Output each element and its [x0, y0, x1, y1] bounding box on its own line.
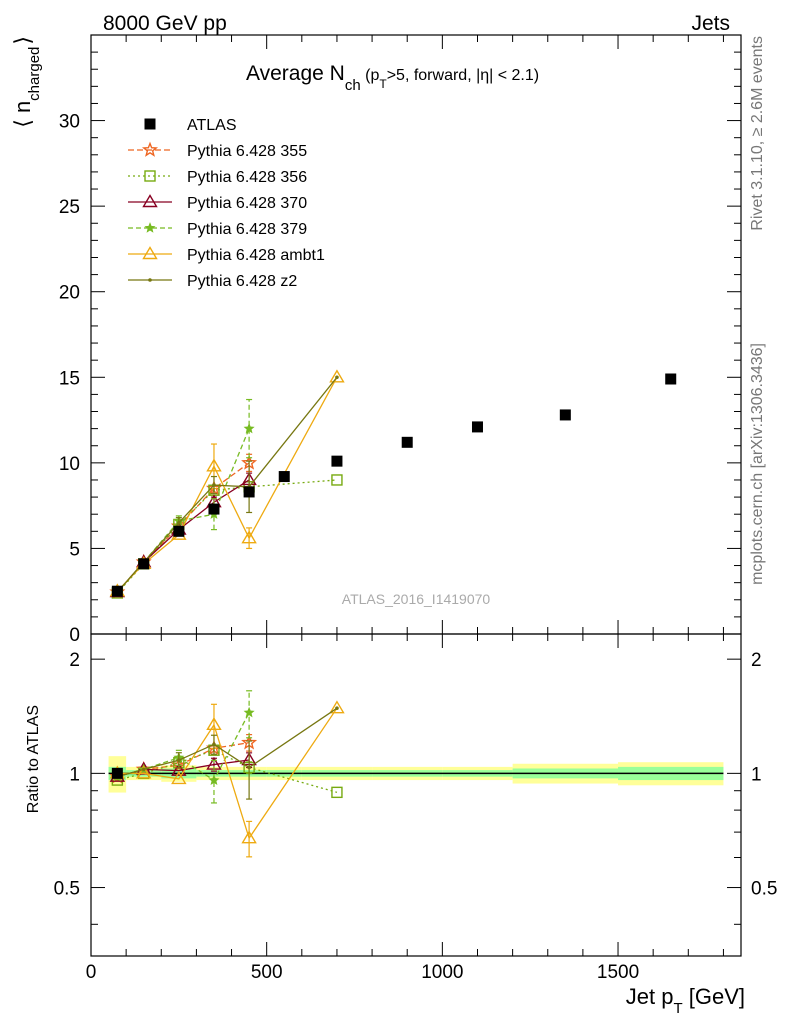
legend-marker-ambt1 [142, 246, 158, 260]
series-line-ambt1 [116, 376, 338, 592]
rivet-side-label: Rivet 3.1.10, ≥ 2.6M events [749, 36, 766, 231]
ratio-point-ambt1 [206, 716, 222, 731]
ratio-line-p356 [117, 749, 338, 793]
main-y-tick-label: 25 [59, 197, 80, 218]
atlas-data-point [243, 486, 255, 498]
x-tick-label: 0 [86, 962, 97, 983]
ratio-y-tick-label-left: 2 [69, 650, 80, 671]
main-y-tick-label: 0 [69, 625, 80, 646]
atlas-data-point [278, 471, 290, 483]
title-cond-sub: T [379, 77, 387, 91]
main-y-axis-label: ⟨ ncharged ⟩ [10, 36, 43, 128]
analysis-watermark: ATLAS_2016_I1419070 [342, 591, 491, 607]
ratio-y-tick-label-left: 1 [69, 764, 80, 785]
series-point-z2 [212, 483, 216, 487]
atlas-data-point [138, 558, 150, 570]
ratio-point-z2 [212, 742, 216, 747]
ratio-band-group [108, 756, 724, 793]
atlas-data-point [331, 455, 343, 467]
ratio-y-tick-label-right: 0.5 [751, 879, 777, 900]
legend-marker-p379 [144, 222, 156, 233]
header-left-label: 8000 GeV pp [103, 12, 227, 35]
legend-marker-p356 [144, 170, 156, 182]
legend-label-z2: Pythia 6.428 z2 [187, 273, 297, 290]
ratio-point-p379 [243, 706, 255, 718]
atlas-data-point [401, 436, 413, 448]
legend-label-p379: Pythia 6.428 379 [187, 221, 307, 238]
legend-marker-p370 [142, 194, 158, 208]
ratio-point-p370 [171, 762, 187, 776]
main-series-group [109, 369, 677, 599]
series-point-p379 [243, 422, 255, 434]
series-point-z2 [177, 520, 181, 525]
series-point-ambt1 [241, 530, 257, 544]
ratio-y-tick-label-left: 0.5 [54, 879, 80, 900]
atlas-data-point [208, 503, 220, 515]
atlas-ratio-point [111, 767, 123, 779]
legend-marker-p355 [141, 141, 159, 157]
atlas-data-point [173, 525, 185, 537]
ratio-y-axis-label: Ratio to ATLAS [25, 705, 42, 813]
legend-label-p356: Pythia 6.428 356 [187, 169, 307, 186]
header-right-label: Jets [691, 12, 730, 35]
atlas-data-point [111, 585, 123, 597]
x-tick-label: 1500 [597, 962, 639, 983]
ratio-point-ambt1 [241, 830, 257, 844]
xlabel-main: Jet p [626, 984, 674, 1009]
title-cond-post: >5, forward, |η| < 2.1) [387, 67, 539, 84]
plot-title: Average Nch (pT>5, forward, |η| < 2.1) [246, 62, 539, 94]
legend-marker-atlas [144, 118, 156, 130]
x-axis-label: Jet pT [GeV] [626, 984, 745, 1017]
ratio-point-ambt1 [329, 700, 345, 714]
legend: ATLAS Pythia 6.428 355 Pythia 6.428 356 Pyt… [128, 117, 325, 290]
ratio-point-ambt1 [171, 771, 187, 785]
ratio-series-group [109, 690, 345, 858]
main-y-tick-label: 20 [59, 283, 80, 304]
x-tick-label: 500 [251, 962, 283, 983]
ylabel-main: ⟨ n [10, 101, 35, 128]
ratio-y-tick-label-right: 2 [751, 650, 762, 671]
ratio-point-p379 [208, 774, 220, 785]
ratio-point-p356 [331, 786, 343, 799]
ratio-point-z2 [247, 765, 251, 770]
legend-marker-z2 [148, 278, 152, 282]
ratio-point-z2 [335, 706, 339, 710]
ylabel-close: ⟩ [10, 36, 35, 45]
ratio-line-z2 [117, 707, 338, 778]
title-main: Average N [246, 62, 345, 85]
legend-label-atlas: ATLAS [187, 117, 237, 134]
main-y-tick-label: 5 [69, 539, 80, 560]
ratio-axes-group: 0 500 1000 1500 0.5 0.5 1 1 2 2 [54, 634, 777, 983]
series-point-ambt1 [206, 458, 222, 472]
atlas-data-point [471, 421, 483, 433]
atlas-data-point [559, 409, 571, 421]
legend-label-p370: Pythia 6.428 370 [187, 195, 307, 212]
main-axes-group: 0 5 10 15 20 25 30 [59, 35, 741, 646]
atlas-data-point [665, 373, 677, 385]
main-y-tick-label: 10 [59, 454, 80, 475]
series-line-p356 [116, 479, 337, 594]
main-y-tick-label: 30 [59, 112, 80, 133]
x-tick-label: 1000 [421, 962, 463, 983]
series-point-p356 [331, 474, 343, 486]
xlabel-unit: [GeV] [683, 984, 745, 1009]
title-sub: ch [345, 77, 361, 94]
ratio-point-z2 [141, 767, 146, 772]
title-cond-pre: (p [361, 67, 380, 84]
xlabel-sub: T [673, 1000, 682, 1017]
ratio-y-tick-label-right: 1 [751, 764, 762, 785]
main-y-tick-label: 15 [59, 368, 80, 389]
series-point-ambt1 [329, 369, 345, 383]
legend-label-p355: Pythia 6.428 355 [187, 143, 307, 160]
series-point-z2 [335, 375, 339, 380]
ratio-point-z2 [177, 758, 181, 762]
legend-label-ambt1: Pythia 6.428 ambt1 [187, 247, 325, 264]
ratio-panel-frame [90, 633, 742, 957]
ylabel-sub: charged [26, 47, 43, 101]
mcplots-side-label: mcplots.cern.ch [arXiv:1306.3436] [749, 343, 766, 585]
ratio-point-ambt1 [135, 765, 152, 779]
